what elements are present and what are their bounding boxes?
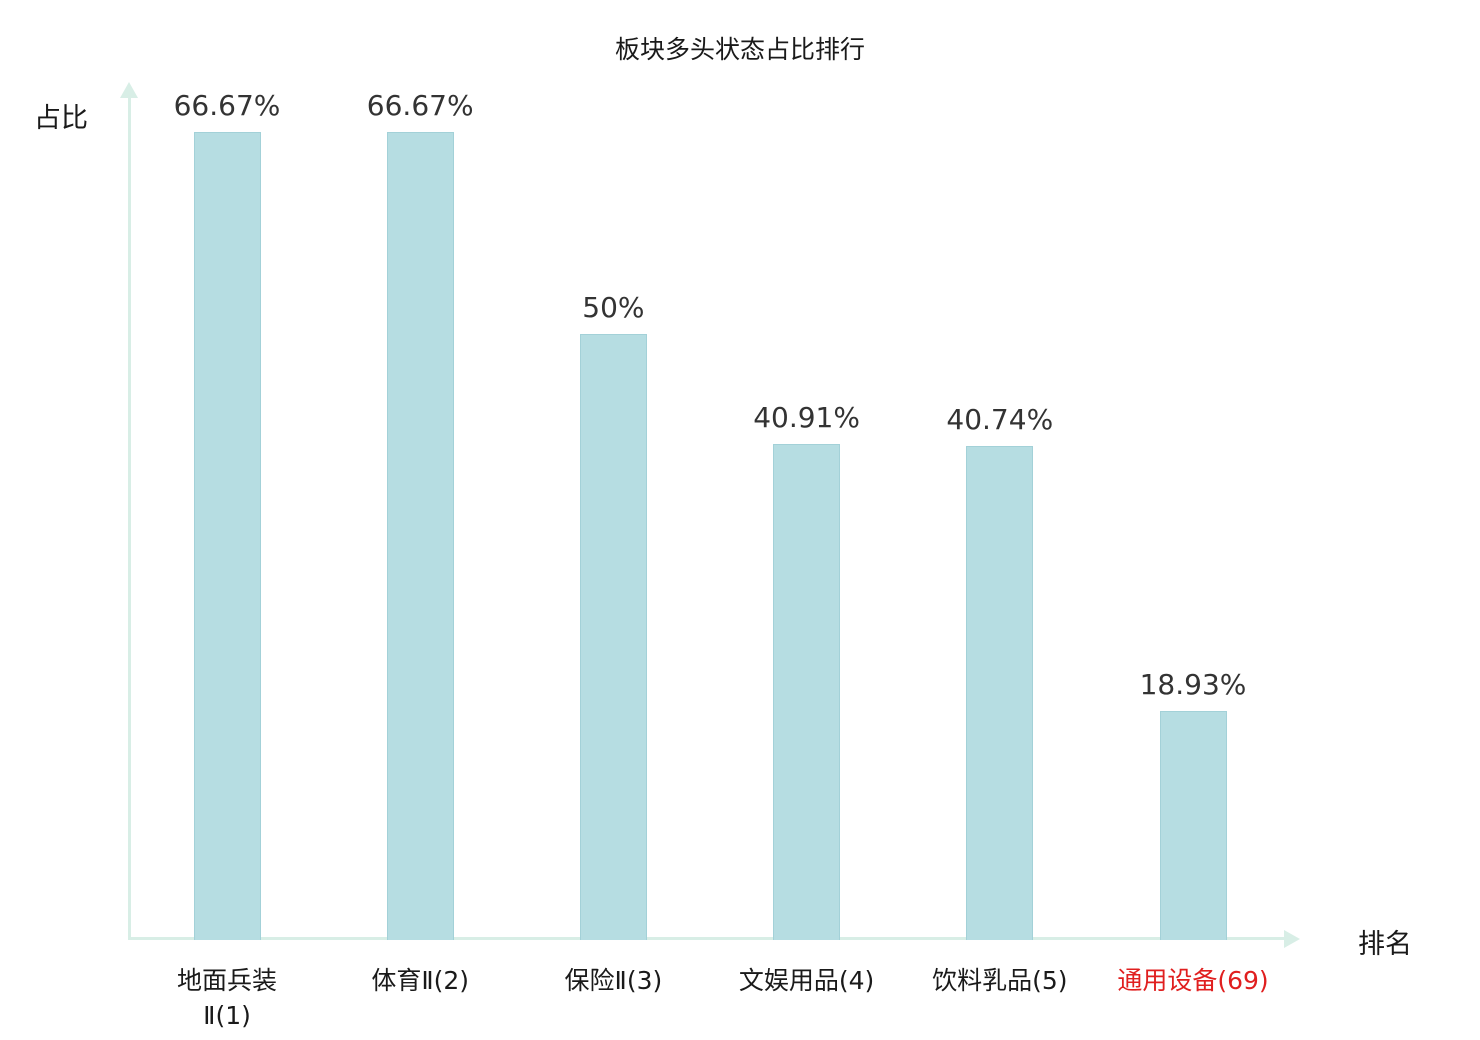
bar	[1159, 710, 1227, 940]
bar-value-label: 66.67%	[366, 89, 474, 122]
bar-value-label: 66.67%	[173, 89, 281, 122]
y-axis-title: 占比	[34, 103, 88, 134]
y-axis-line	[128, 96, 131, 940]
bar-category-label: 文娱用品(4)	[738, 966, 875, 995]
plot-area: 66.67% 地面兵装 Ⅱ(1) 66.67% 体育Ⅱ(2) 50% 保险Ⅱ(3) 40.9…	[130, 89, 1330, 1030]
bar-category-label: 饮料乳品(5)	[932, 966, 1068, 995]
chart-title: 板块多头状态占比排行	[614, 35, 865, 64]
bar	[579, 334, 647, 940]
y-axis-arrow-icon	[120, 82, 138, 98]
bar	[193, 132, 261, 940]
bar-category-label: 体育Ⅱ(2)	[371, 966, 470, 995]
bar	[386, 132, 454, 940]
x-axis-title: 排名	[1358, 929, 1412, 960]
bar-category-label: 保险Ⅱ(3)	[564, 966, 663, 995]
bar-category-label: 地面兵装 Ⅱ(1)	[176, 966, 277, 1030]
bar	[966, 446, 1034, 940]
bar	[773, 444, 841, 940]
bar-value-label: 40.91%	[753, 401, 860, 435]
bar-value-label: 18.93%	[1139, 667, 1247, 701]
x-axis-arrow-icon	[1284, 929, 1300, 948]
bar-category-label: 通用设备(69)	[1117, 966, 1269, 995]
bar-value-label: 40.74%	[946, 403, 1054, 437]
x-axis-line	[128, 937, 1286, 940]
bar-value-label: 50%	[582, 291, 645, 325]
